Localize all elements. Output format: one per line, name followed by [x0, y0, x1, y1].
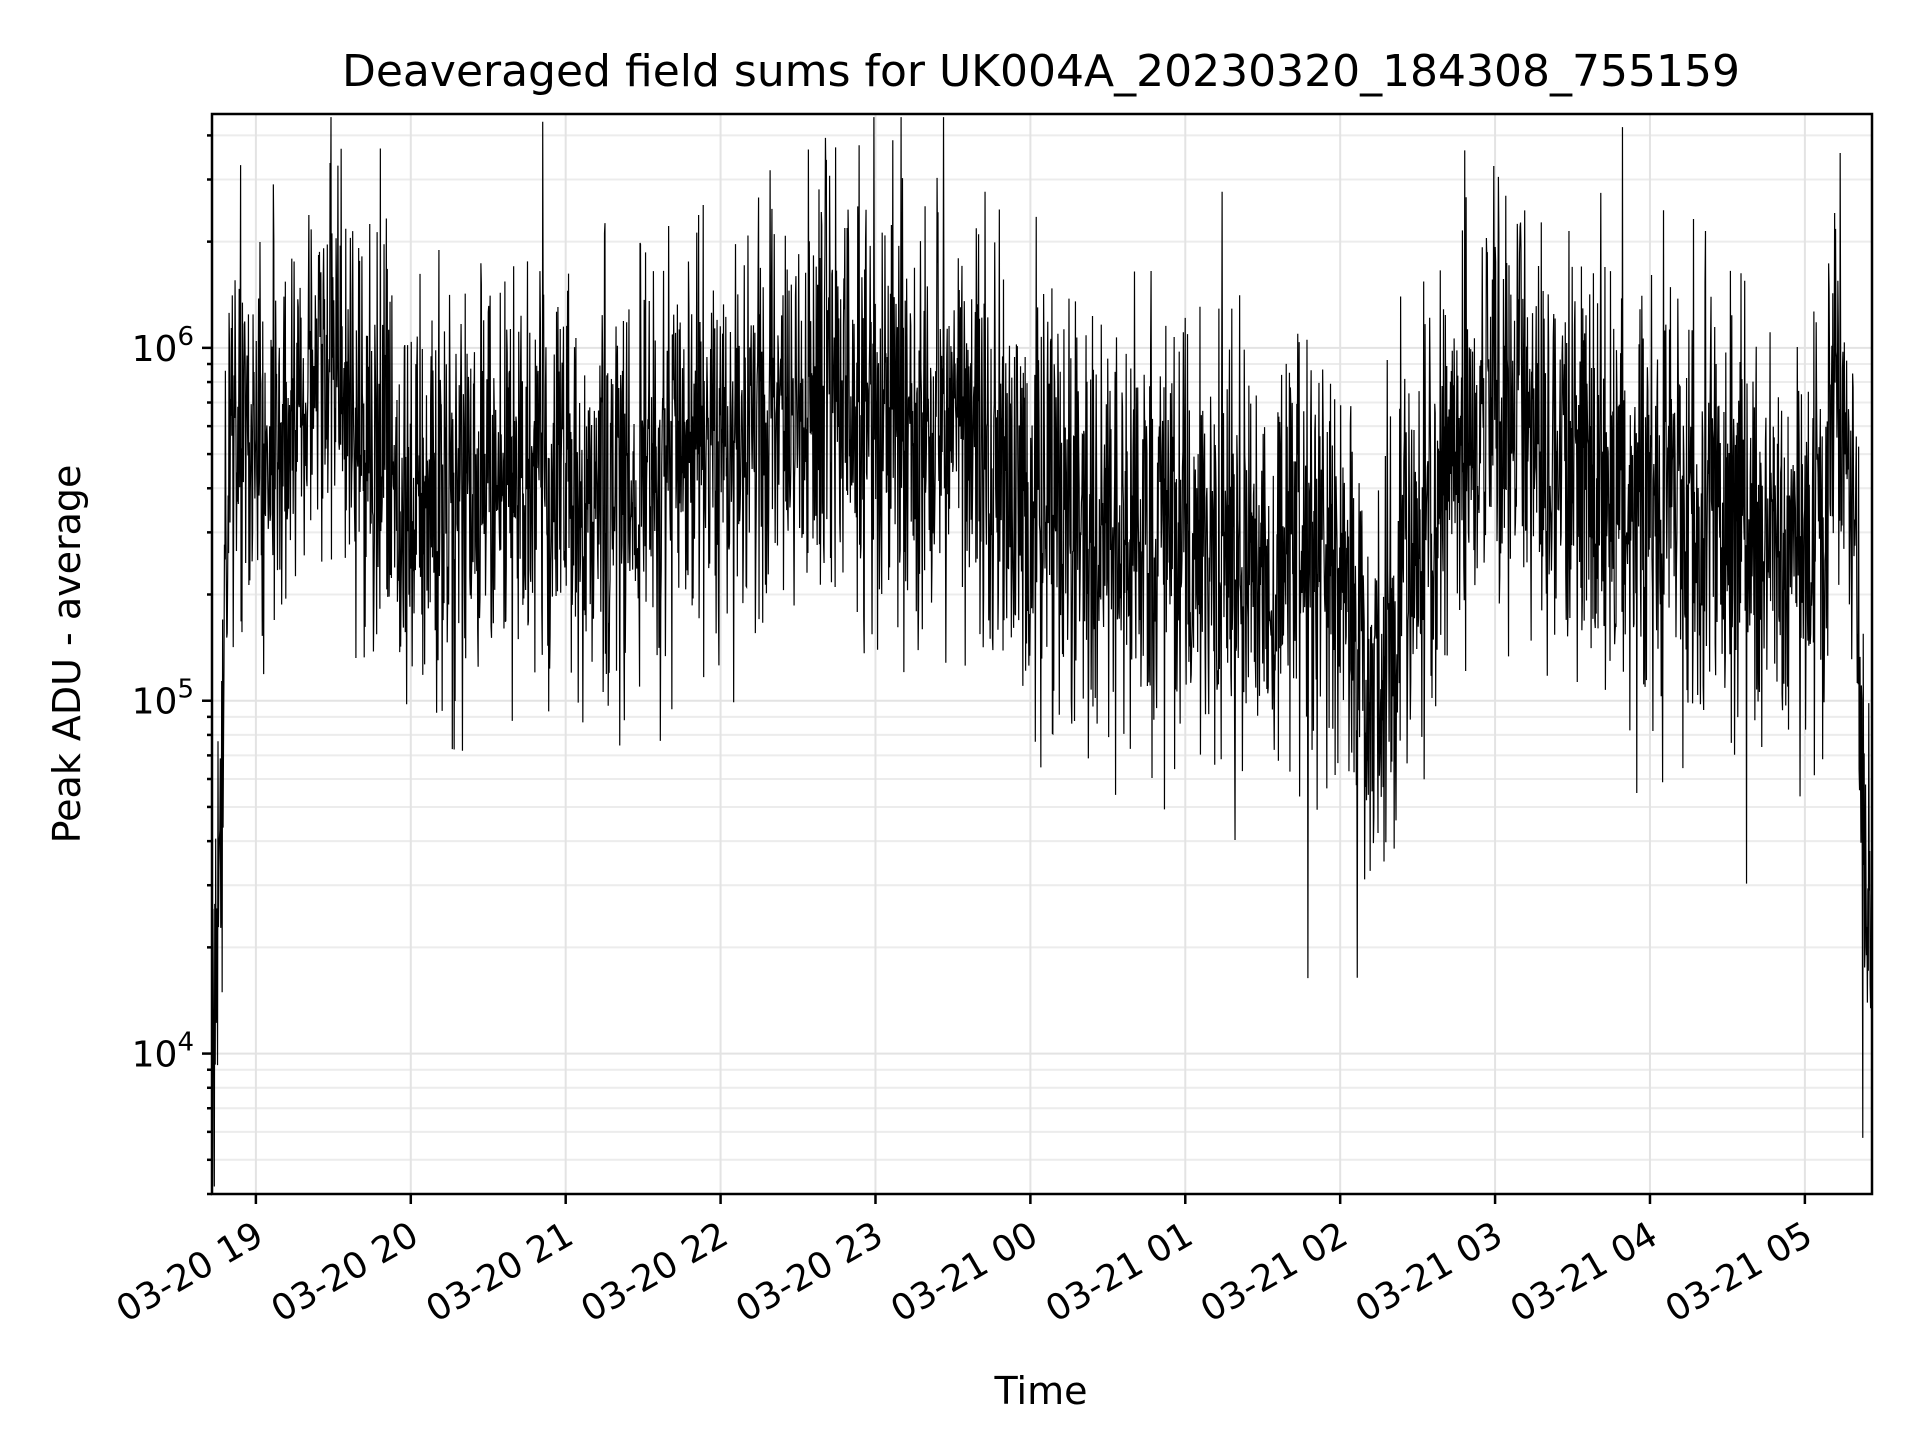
series-line	[212, 117, 1872, 1187]
chart-title: Deaveraged field sums for UK004A_2023032…	[342, 46, 1740, 97]
x-axis-label: Time	[994, 1369, 1088, 1413]
plot-frame	[210, 112, 1874, 1196]
y-tick-label: 104	[132, 1028, 194, 1076]
y-axis: 104 105 106	[132, 134, 212, 1196]
y-tick-label: 106	[132, 322, 194, 370]
y-tick-label: 105	[132, 675, 194, 723]
plot-area	[212, 117, 1872, 1187]
y-axis-label: Peak ADU - average	[45, 465, 89, 844]
